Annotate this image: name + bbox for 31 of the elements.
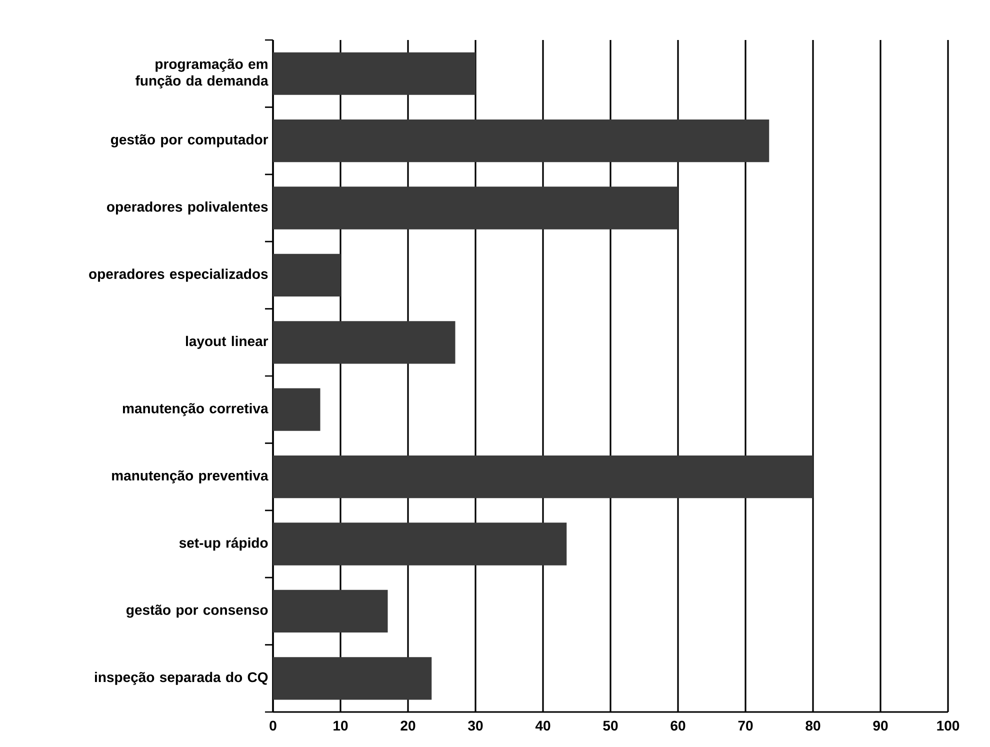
x-tick-label: 10 (334, 720, 348, 731)
y-tick-label: gestão por consenso (126, 604, 268, 618)
x-tick-label: 70 (738, 720, 753, 731)
bar (273, 321, 456, 364)
y-tick-label: inspeção separada do CQ (94, 672, 268, 685)
x-tick-label: 20 (400, 720, 416, 731)
bar (273, 388, 320, 431)
x-tick-label: 80 (806, 720, 820, 731)
x-tick-label: 50 (603, 720, 618, 731)
x-tick-label: 90 (873, 720, 888, 731)
bar (273, 186, 678, 230)
bar (273, 254, 340, 297)
x-tick-label: 40 (535, 720, 550, 731)
y-tick-label: manutenção preventiva (112, 470, 268, 484)
y-tick-label: layout linear (186, 336, 268, 349)
y-tick-label: manutenção corretiva (122, 403, 268, 416)
y-tick-label: programação em função da demanda (135, 58, 268, 88)
x-tick-label: 100 (937, 720, 960, 731)
bar (273, 657, 432, 700)
bar (273, 522, 567, 566)
y-tick-label: operadores polivalentes (107, 201, 268, 215)
x-tick-label: 30 (468, 720, 483, 731)
y-tick-label: gestão por computador (110, 134, 268, 148)
bar (273, 52, 476, 95)
x-tick-label: 0 (270, 720, 276, 731)
y-tick-label: operadores especializados (89, 268, 268, 282)
y-tick-label: set-up rápido (179, 537, 268, 551)
bar (273, 590, 388, 633)
bar (273, 119, 770, 162)
x-tick-label: 60 (670, 720, 686, 731)
bar (273, 455, 813, 498)
